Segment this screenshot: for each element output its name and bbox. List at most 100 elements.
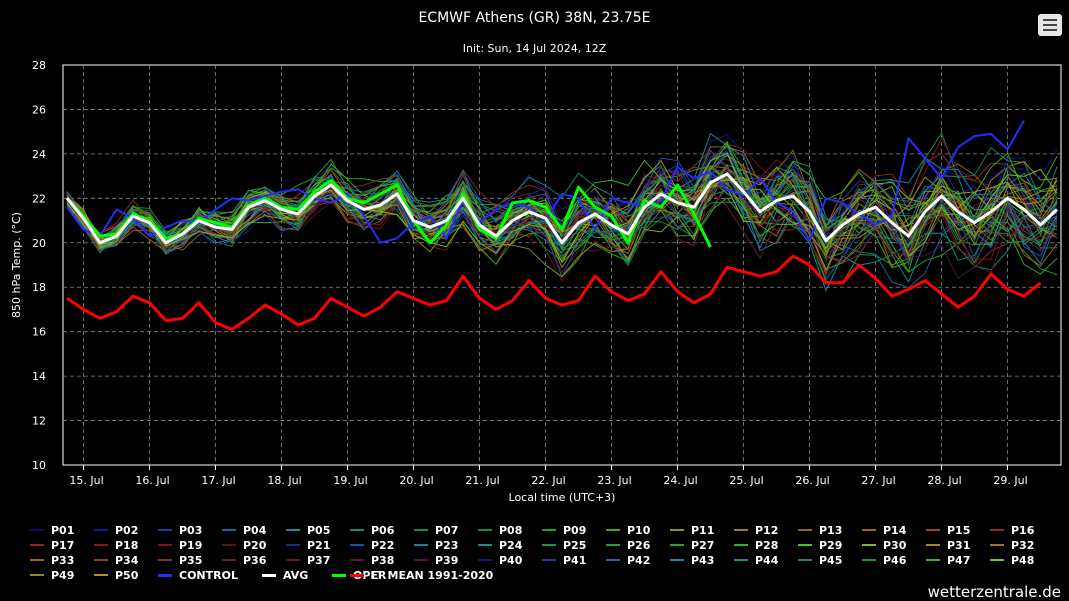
ensemble-line-p50 — [66, 159, 1058, 251]
legend-label: P01 — [51, 523, 75, 537]
x-tick-label: 21. Jul — [465, 474, 499, 487]
legend-symbol — [478, 559, 492, 561]
legend-item-p42[interactable]: P42 — [606, 553, 650, 567]
legend-item-p47[interactable]: P47 — [926, 553, 970, 567]
x-tick-label: 18. Jul — [267, 474, 301, 487]
legend-item-p45[interactable]: P45 — [798, 553, 842, 567]
legend-item-p23[interactable]: P23 — [414, 538, 458, 552]
legend-item-p12[interactable]: P12 — [734, 523, 778, 537]
legend-item-lt-mean-1991-2020[interactable]: LT MEAN 1991-2020 — [350, 568, 493, 582]
legend-item-p39[interactable]: P39 — [414, 553, 458, 567]
legend-symbol — [350, 529, 364, 531]
x-tick-label: 23. Jul — [597, 474, 631, 487]
legend-item-p16[interactable]: P16 — [990, 523, 1034, 537]
legend-symbol — [606, 529, 620, 531]
x-tick-label: 22. Jul — [531, 474, 565, 487]
legend-item-p49[interactable]: P49 — [30, 568, 74, 582]
legend-item-avg[interactable]: AVG — [262, 568, 308, 582]
series-line-avg — [65, 172, 1059, 245]
legend-symbol — [926, 544, 940, 546]
legend-item-p08[interactable]: P08 — [478, 523, 522, 537]
legend-item-p20[interactable]: P20 — [222, 538, 266, 552]
legend-item-p03[interactable]: P03 — [158, 523, 202, 537]
legend-item-p14[interactable]: P14 — [862, 523, 906, 537]
legend-label: P41 — [563, 553, 587, 567]
legend-label: P47 — [947, 553, 971, 567]
legend-item-p30[interactable]: P30 — [862, 538, 906, 552]
x-tick-label: 27. Jul — [861, 474, 895, 487]
legend-item-p41[interactable]: P41 — [542, 553, 586, 567]
legend-item-p37[interactable]: P37 — [286, 553, 330, 567]
legend-symbol — [990, 544, 1004, 546]
legend-item-p48[interactable]: P48 — [990, 553, 1034, 567]
legend-item-p27[interactable]: P27 — [670, 538, 714, 552]
legend-item-p35[interactable]: P35 — [158, 553, 202, 567]
legend-label: P37 — [307, 553, 331, 567]
legend-item-p43[interactable]: P43 — [670, 553, 714, 567]
legend-item-p07[interactable]: P07 — [414, 523, 458, 537]
legend-item-p36[interactable]: P36 — [222, 553, 266, 567]
legend-item-p38[interactable]: P38 — [350, 553, 394, 567]
legend-item-p50[interactable]: P50 — [94, 568, 138, 582]
legend-symbol — [262, 573, 276, 577]
legend-symbol — [542, 559, 556, 561]
legend-item-p44[interactable]: P44 — [734, 553, 778, 567]
legend-item-p31[interactable]: P31 — [926, 538, 970, 552]
hamburger-menu-icon[interactable] — [1038, 14, 1062, 36]
legend-item-p28[interactable]: P28 — [734, 538, 778, 552]
legend-symbol — [670, 559, 684, 561]
legend-item-p46[interactable]: P46 — [862, 553, 906, 567]
legend-item-p15[interactable]: P15 — [926, 523, 970, 537]
legend-item-p40[interactable]: P40 — [478, 553, 522, 567]
legend-label: LT MEAN 1991-2020 — [371, 568, 494, 582]
legend-item-oper[interactable]: OPER — [332, 568, 386, 582]
legend-item-p17[interactable]: P17 — [30, 538, 74, 552]
legend-item-p06[interactable]: P06 — [350, 523, 394, 537]
legend-symbol — [670, 544, 684, 546]
legend-item-p24[interactable]: P24 — [478, 538, 522, 552]
ensemble-line-p47 — [66, 142, 1058, 247]
legend-item-p05[interactable]: P05 — [286, 523, 330, 537]
chart-subtitle: Init: Sun, 14 Jul 2024, 12Z — [462, 42, 607, 55]
brand-watermark: wetterzentrale.de — [927, 583, 1061, 601]
legend-symbol — [350, 559, 364, 561]
legend-item-p11[interactable]: P11 — [670, 523, 714, 537]
legend-item-p13[interactable]: P13 — [798, 523, 842, 537]
y-tick-label: 16 — [32, 326, 46, 339]
y-tick-label: 14 — [32, 370, 46, 383]
legend-item-p21[interactable]: P21 — [286, 538, 330, 552]
legend-symbol — [606, 544, 620, 546]
legend-label: AVG — [283, 568, 309, 582]
legend-label: P25 — [563, 538, 587, 552]
legend-label: P38 — [371, 553, 395, 567]
legend-item-p10[interactable]: P10 — [606, 523, 650, 537]
legend-item-p01[interactable]: P01 — [30, 523, 74, 537]
ensemble-line-p49 — [66, 176, 1058, 278]
legend-label: P04 — [243, 523, 267, 537]
y-axis-title: 850 hPa Temp. (°C) — [10, 212, 23, 318]
legend-item-p25[interactable]: P25 — [542, 538, 586, 552]
legend-label: P16 — [1011, 523, 1035, 537]
legend-item-p18[interactable]: P18 — [94, 538, 138, 552]
legend-item-p02[interactable]: P02 — [94, 523, 138, 537]
legend-label: P13 — [819, 523, 843, 537]
legend-item-control[interactable]: CONTROL — [158, 568, 238, 582]
legend-symbol — [606, 559, 620, 561]
chart-title: ECMWF Athens (GR) 38N, 23.75E — [418, 10, 651, 26]
legend-item-p33[interactable]: P33 — [30, 553, 74, 567]
legend-item-p09[interactable]: P09 — [542, 523, 586, 537]
legend-label: P48 — [1011, 553, 1035, 567]
series-line-lt-mean-1991-2020 — [66, 254, 1042, 331]
legend-symbol — [798, 559, 812, 561]
legend-label: P07 — [435, 523, 459, 537]
legend-item-p22[interactable]: P22 — [350, 538, 394, 552]
legend-item-p29[interactable]: P29 — [798, 538, 842, 552]
legend-symbol — [990, 559, 1004, 561]
legend-item-p32[interactable]: P32 — [990, 538, 1034, 552]
legend-item-p04[interactable]: P04 — [222, 523, 266, 537]
legend-item-p26[interactable]: P26 — [606, 538, 650, 552]
legend-item-p19[interactable]: P19 — [158, 538, 202, 552]
legend-item-p34[interactable]: P34 — [94, 553, 138, 567]
x-tick-label: 17. Jul — [201, 474, 235, 487]
legend-label: P43 — [691, 553, 715, 567]
